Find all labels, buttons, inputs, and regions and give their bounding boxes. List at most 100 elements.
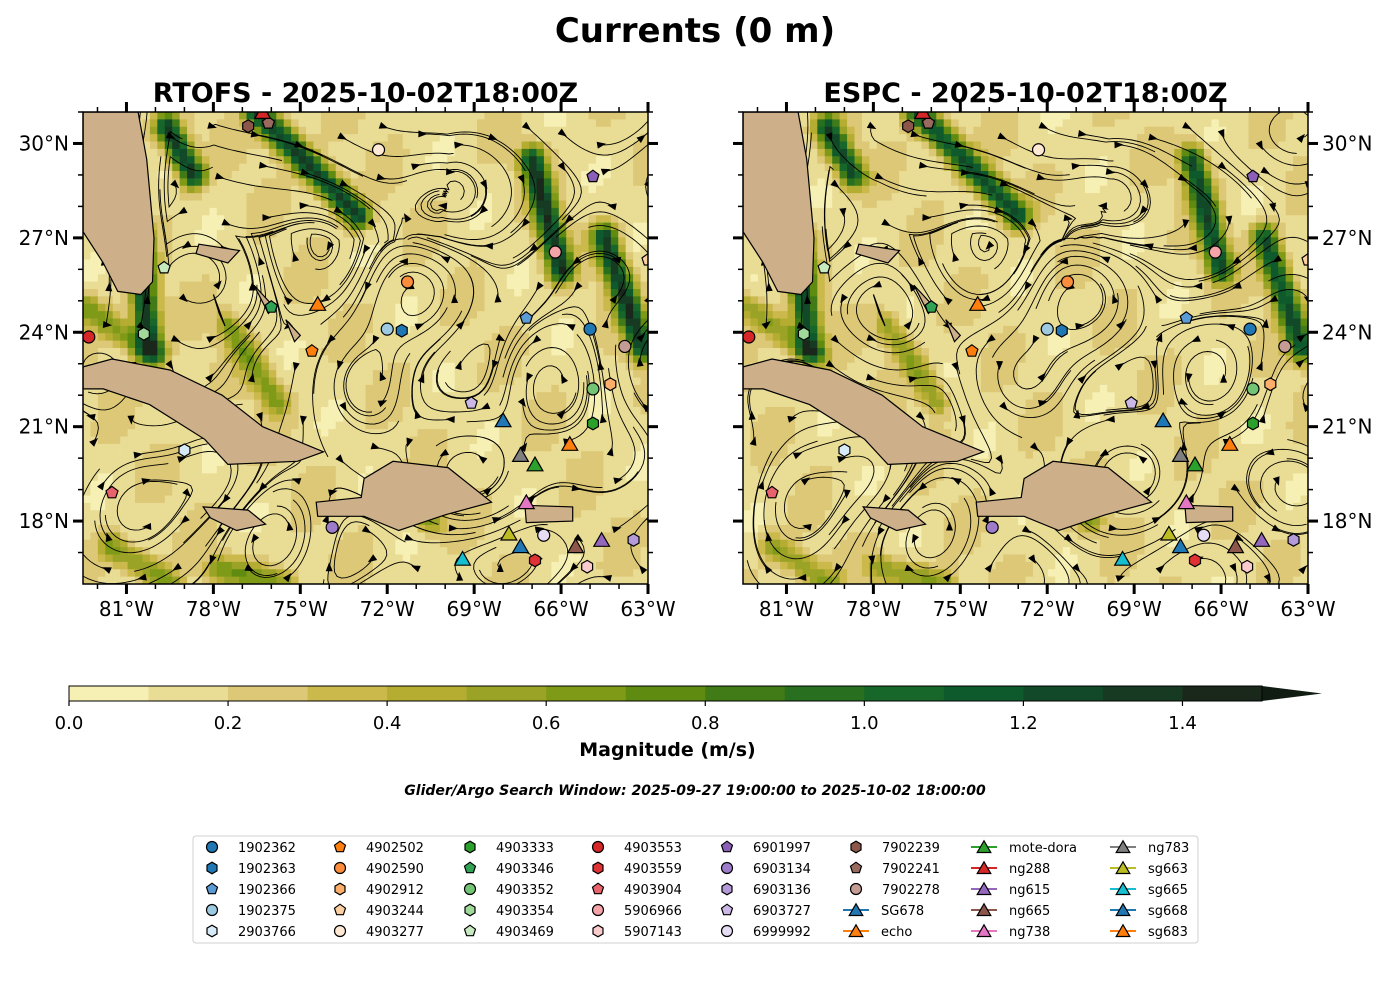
platform-marker	[1246, 416, 1260, 431]
platform-marker	[1287, 532, 1300, 547]
legend-label: 7902241	[882, 862, 940, 877]
platform-marker	[797, 326, 810, 341]
legend-marker	[592, 861, 604, 875]
platform-marker	[965, 344, 979, 357]
axis-ticks	[733, 102, 1318, 594]
axis-ticks	[73, 102, 658, 594]
legend-entry: sg683	[1110, 923, 1188, 940]
legend-marker	[333, 903, 347, 916]
legend-label: 5906966	[624, 904, 682, 919]
legend-label: 4903354	[496, 904, 554, 919]
legend-entry: 7902241	[849, 861, 940, 877]
colorbar-tick-label: 1.0	[850, 713, 879, 734]
platform-marker	[1060, 275, 1075, 289]
platform-marker	[548, 245, 562, 259]
legend-label: 6903136	[753, 883, 811, 898]
platform-marker	[528, 553, 542, 568]
legend-marker	[976, 923, 992, 938]
map-panel-rtofs: RTOFS - 2025-10-02T18:00Z 81°W 78°W 75°W 72°…	[19, 78, 676, 621]
legend-label: 4903346	[496, 862, 554, 877]
y-tick-label: 24°N	[19, 320, 69, 344]
legend-entry: 6903134	[720, 861, 811, 877]
platform-marker	[1301, 252, 1308, 266]
legend-entry: sg665	[1110, 881, 1188, 898]
platform-marker	[560, 435, 579, 451]
platform-marker	[371, 143, 386, 157]
legend-marker	[848, 923, 864, 938]
platform-marker	[1226, 537, 1245, 554]
legend-label: 6903727	[753, 904, 811, 919]
legend-entry: ng783	[1110, 839, 1189, 856]
legend-entry: 7902239	[850, 840, 940, 856]
platform-marker	[178, 443, 191, 458]
platform-marker	[464, 396, 478, 409]
legend-marker	[205, 840, 219, 854]
legend-marker	[976, 902, 992, 917]
legend-label: 6999992	[753, 925, 811, 940]
x-tick-label: 72°W	[360, 597, 415, 621]
x-tick-label: 66°W	[533, 597, 588, 621]
legend-label: 4902912	[366, 883, 424, 898]
platform-marker	[519, 311, 534, 324]
legend-entry: 4903346	[463, 861, 554, 877]
platform-marker	[1159, 525, 1178, 541]
legend-box	[192, 835, 1199, 944]
legend-label: 6901997	[753, 841, 811, 856]
legend-marker	[720, 903, 734, 916]
platform-marker	[1252, 531, 1271, 547]
platform-marker	[137, 326, 150, 341]
platform-marker	[253, 112, 272, 120]
legend-marker	[850, 840, 862, 854]
legend-marker	[591, 903, 605, 917]
platform-marker	[1188, 553, 1202, 568]
platform-marker	[1197, 528, 1211, 542]
legend-entry: 1902375	[205, 903, 296, 919]
legend-marker	[591, 840, 605, 854]
platform-marker	[157, 260, 171, 274]
legend-label: SG678	[881, 904, 924, 919]
colorbar-segment	[148, 686, 229, 701]
legend-marker	[205, 882, 219, 895]
legend-entry: 5907143	[592, 924, 682, 940]
legend-marker	[976, 860, 992, 875]
legend-entry: 1902362	[205, 840, 296, 856]
platform-marker	[1241, 559, 1254, 574]
figure-title: Currents (0 m)	[555, 11, 835, 51]
platform-marker	[586, 169, 600, 183]
x-tick-label: 78°W	[846, 597, 901, 621]
platform-marker	[1171, 537, 1190, 554]
legend-marker	[463, 882, 477, 896]
legend-label: ng738	[1009, 925, 1050, 940]
platform-marker	[765, 485, 779, 499]
legend: 1902362 1902363 1902366 1902375 2903766 49025…	[192, 835, 1199, 944]
y-tick-label: 21°N	[19, 415, 69, 439]
map-area	[743, 112, 1308, 584]
streamlines	[83, 112, 648, 584]
legend-marker	[976, 839, 992, 854]
colorbar: 0.0 0.2 0.4 0.6 0.8 1.0 1.2 1.4 Magnitude (m/s)	[55, 685, 1322, 761]
platform-marker	[924, 300, 939, 313]
legend-marker	[206, 861, 218, 875]
legend-entry: SG678	[843, 902, 924, 919]
platform-marker	[400, 275, 415, 289]
map-frame	[82, 111, 649, 585]
colorbar-segment	[546, 686, 627, 701]
legend-entry: 4903904	[591, 882, 682, 898]
legend-label: sg665	[1148, 883, 1188, 898]
platform-marker	[517, 493, 536, 510]
legend-label: 4902502	[366, 841, 424, 856]
legend-label: 4903244	[366, 904, 424, 919]
colorbar-segment	[784, 686, 865, 701]
legend-label: ng783	[1148, 841, 1189, 856]
colorbar-segment	[1023, 686, 1104, 701]
colorbar-segment	[705, 686, 786, 701]
x-tick-label: 75°W	[273, 597, 328, 621]
platform-marker	[242, 119, 255, 134]
platform-marker	[817, 260, 831, 274]
legend-label: 4903277	[366, 925, 424, 940]
y-tick-label: 27°N	[1322, 226, 1372, 250]
legend-marker	[463, 924, 477, 937]
platform-marker	[1264, 377, 1277, 392]
legend-entry: 6903727	[720, 903, 811, 919]
